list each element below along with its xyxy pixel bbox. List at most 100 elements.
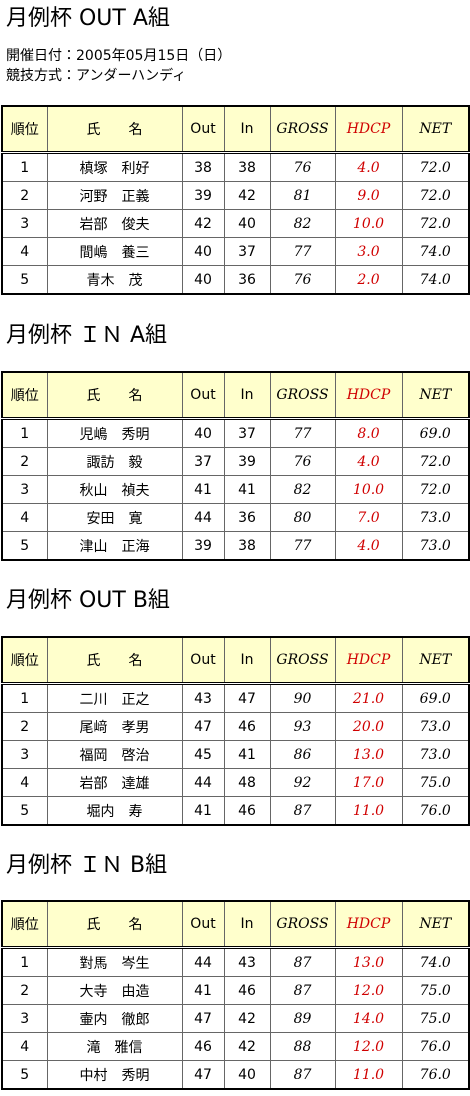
cell: 87 xyxy=(269,1060,336,1090)
cell: 福岡 啓治 xyxy=(46,740,183,769)
event-info: 開催日付：2005年05月15日（日） xyxy=(6,48,232,64)
cell: 44 xyxy=(181,768,225,797)
cell: 2 xyxy=(1,181,48,210)
cell: 80 xyxy=(269,503,336,532)
table-head: 順位氏 名 Out In GROSS HDCP NET xyxy=(1,371,470,420)
column-header: NET xyxy=(401,105,470,154)
column-header: HDCP xyxy=(334,105,403,154)
cell: 堀内 寿 xyxy=(46,796,183,826)
table-body: 1 槙塚 利好 38 38 76 4.0 72.0 2 河野 正義 39 42 81 9.0 72.0 3 岩… xyxy=(1,152,470,295)
cell: 槙塚 利好 xyxy=(46,152,183,182)
section-title: 月例杯 ＩＮ A組 xyxy=(6,323,168,348)
cell: 3.0 xyxy=(334,237,403,266)
cell: 4.0 xyxy=(334,447,403,476)
cell: 尾﨑 孝男 xyxy=(46,712,183,741)
column-header: In xyxy=(223,105,271,154)
cell: 36 xyxy=(223,265,271,295)
cell: 1 xyxy=(1,683,48,713)
player-row: 1 槙塚 利好 38 38 76 4.0 72.0 xyxy=(1,152,470,182)
column-header: 氏 名 xyxy=(46,636,183,685)
column-header: 氏 名 xyxy=(46,105,183,154)
cell: 90 xyxy=(269,683,336,713)
section-title: 月例杯 ＩＮ B組 xyxy=(6,853,168,878)
section-title: 月例杯 OUT A組 xyxy=(6,6,170,31)
cell: 17.0 xyxy=(334,768,403,797)
cell: 47 xyxy=(181,712,225,741)
cell: 2 xyxy=(1,976,48,1005)
cell: 47 xyxy=(181,1004,225,1033)
player-row: 5 青木 茂 40 36 76 2.0 74.0 xyxy=(1,265,470,295)
cell: 43 xyxy=(223,947,271,977)
result-table: 順位氏 名 Out In GROSS HDCP NET 1 槙塚 利好 38 38 76 4.0 72.… xyxy=(1,105,470,295)
cell: 74.0 xyxy=(401,265,470,295)
cell: 10.0 xyxy=(334,209,403,238)
cell: 秋山 禎夫 xyxy=(46,475,183,504)
cell: 38 xyxy=(181,152,225,182)
cell: 7.0 xyxy=(334,503,403,532)
table-head: 順位氏 名 Out In GROSS HDCP NET xyxy=(1,636,470,685)
cell: 88 xyxy=(269,1032,336,1061)
column-header: In xyxy=(223,371,271,420)
cell: 46 xyxy=(181,1032,225,1061)
column-header: In xyxy=(223,900,271,949)
column-header: HDCP xyxy=(334,900,403,949)
cell: 87 xyxy=(269,976,336,1005)
cell: 77 xyxy=(269,531,336,561)
cell: 40 xyxy=(223,209,271,238)
cell: 5 xyxy=(1,1060,48,1090)
column-header: GROSS xyxy=(269,105,336,154)
cell: 44 xyxy=(181,947,225,977)
cell: 72.0 xyxy=(401,181,470,210)
column-header: NET xyxy=(401,636,470,685)
cell: 77 xyxy=(269,418,336,448)
cell: 1 xyxy=(1,152,48,182)
header-row: 順位氏 名 Out In GROSS HDCP NET xyxy=(1,371,470,420)
cell: 14.0 xyxy=(334,1004,403,1033)
cell: 73.0 xyxy=(401,712,470,741)
cell: 77 xyxy=(269,237,336,266)
event-info: 競技方式：アンダーハンディ xyxy=(6,68,187,84)
cell: 42 xyxy=(223,1004,271,1033)
cell: 37 xyxy=(223,418,271,448)
player-row: 4 安田 寛 44 36 80 7.0 73.0 xyxy=(1,503,470,532)
cell: 2 xyxy=(1,447,48,476)
cell: 75.0 xyxy=(401,768,470,797)
column-header: GROSS xyxy=(269,900,336,949)
cell: 73.0 xyxy=(401,503,470,532)
cell: 3 xyxy=(1,740,48,769)
cell: 39 xyxy=(181,531,225,561)
cell: 39 xyxy=(181,181,225,210)
cell: 48 xyxy=(223,768,271,797)
table-head: 順位氏 名 Out In GROSS HDCP NET xyxy=(1,105,470,154)
column-header: 氏 名 xyxy=(46,371,183,420)
column-header: NET xyxy=(401,900,470,949)
cell: 大寺 由造 xyxy=(46,976,183,1005)
player-row: 2 諏訪 毅 37 39 76 4.0 72.0 xyxy=(1,447,470,476)
cell: 40 xyxy=(181,237,225,266)
column-header: GROSS xyxy=(269,371,336,420)
cell: 36 xyxy=(223,503,271,532)
column-header: 氏 名 xyxy=(46,900,183,949)
cell: 47 xyxy=(181,1060,225,1090)
table-body: 1 對馬 岑生 44 43 87 13.0 74.0 2 大寺 由造 41 46 87 12.0 75.0… xyxy=(1,947,470,1090)
cell: 5 xyxy=(1,796,48,826)
cell: 46 xyxy=(223,796,271,826)
cell: 12.0 xyxy=(334,1032,403,1061)
cell: 40 xyxy=(181,418,225,448)
column-header: GROSS xyxy=(269,636,336,685)
cell: 11.0 xyxy=(334,1060,403,1090)
column-header: Out xyxy=(181,900,225,949)
table-body: 1 二川 正之 43 47 90 21.0 69.0 2 尾﨑 孝男 47 46 93 20.0 73.0… xyxy=(1,683,470,826)
cell: 39 xyxy=(223,447,271,476)
column-header: NET xyxy=(401,371,470,420)
cell: 8.0 xyxy=(334,418,403,448)
result-table: 順位氏 名 Out In GROSS HDCP NET 1 對馬 岑生 44 43 87 13.0 74… xyxy=(1,900,470,1090)
cell: 93 xyxy=(269,712,336,741)
cell: 二川 正之 xyxy=(46,683,183,713)
cell: 45 xyxy=(181,740,225,769)
column-header: Out xyxy=(181,105,225,154)
cell: 43 xyxy=(181,683,225,713)
cell: 41 xyxy=(181,796,225,826)
cell: 4.0 xyxy=(334,531,403,561)
table-body: 1 児嶋 秀明 40 37 77 8.0 69.0 2 諏訪 毅 37 39 76 4.0 72.0 3 秋山… xyxy=(1,418,470,561)
